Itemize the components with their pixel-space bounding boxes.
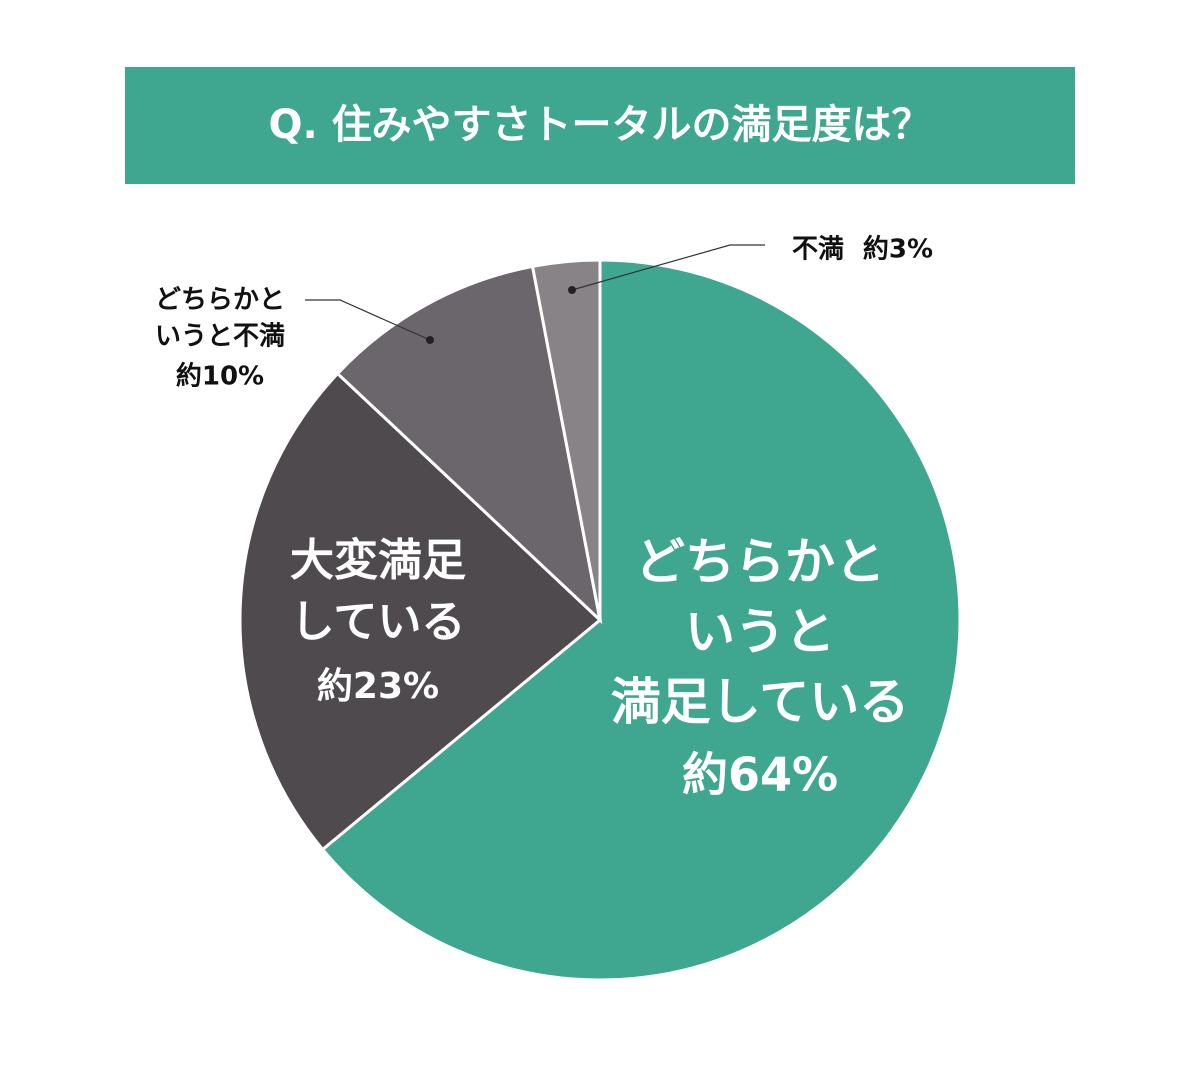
leader-dot [568, 286, 576, 294]
pie-slice [238, 371, 603, 852]
chart-title: Q. 住みやすさトータルの満足度は？ [268, 102, 931, 148]
slice-label: どちらかというと満足している [611, 533, 910, 731]
pie-slice [335, 264, 603, 625]
leader-dot [426, 336, 434, 344]
leader-line [305, 299, 431, 341]
title-bar [125, 67, 1075, 184]
pie-slice [320, 258, 962, 982]
slice-label: 大変満足している [290, 535, 466, 648]
value-label: 約10% [176, 361, 264, 392]
pie-slice [530, 258, 602, 621]
leader-line [571, 244, 765, 291]
value-label: 約3% [863, 234, 933, 265]
slice-label: どちらかというと不満 [155, 285, 285, 351]
value-label: 約64% [682, 748, 838, 802]
value-label: 約23% [317, 666, 439, 707]
slice-label: 不満 [792, 235, 844, 265]
